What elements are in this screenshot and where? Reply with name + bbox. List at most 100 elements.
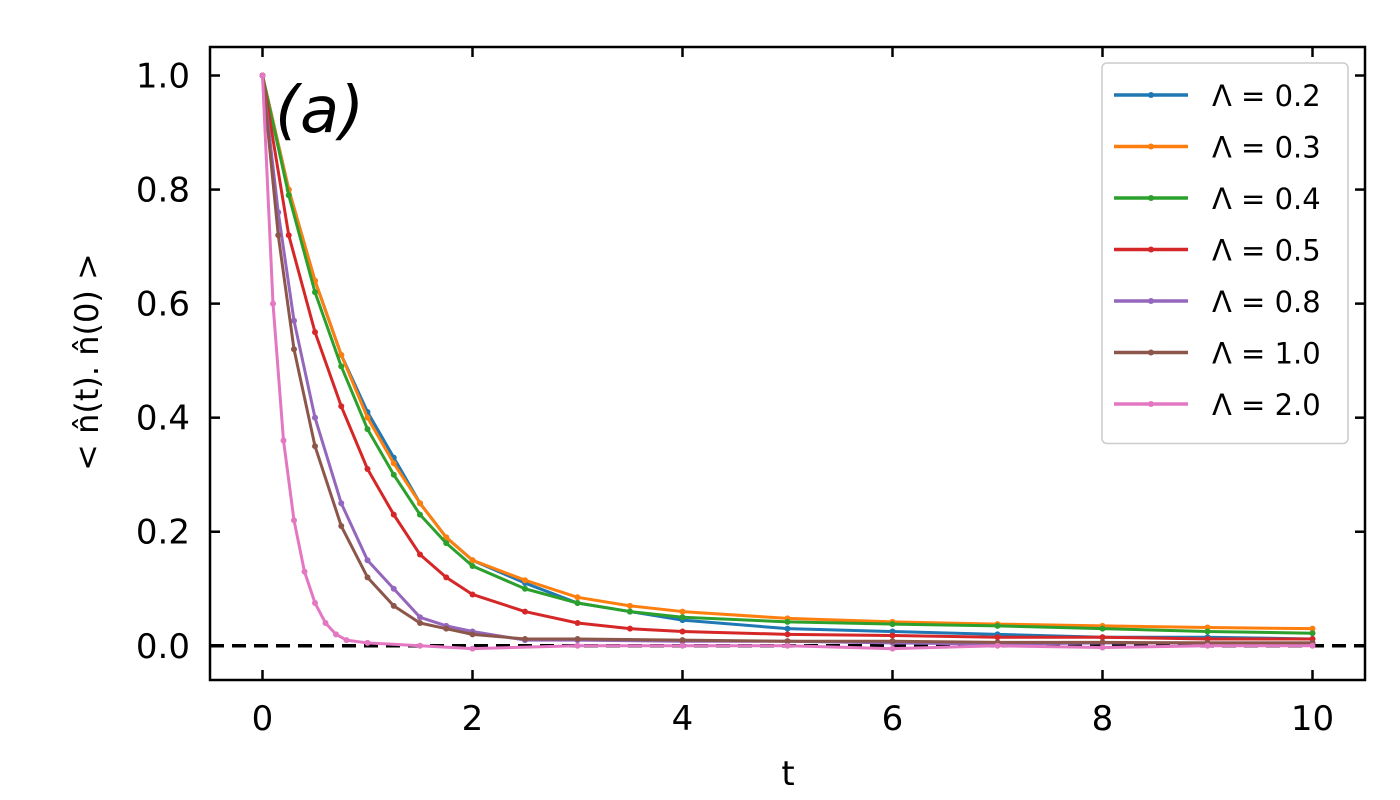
data-point [285, 192, 292, 199]
data-point [291, 317, 297, 324]
data-point [338, 500, 345, 507]
data-point [312, 414, 318, 421]
data-point [574, 594, 581, 601]
y-tick-label: 0.0 [136, 627, 190, 667]
legend-box [1101, 62, 1349, 445]
y-tick-label: 0.8 [136, 171, 190, 211]
data-point [270, 300, 276, 307]
x-axis-label: t [781, 754, 794, 794]
legend-label: Λ = 0.4 [1212, 182, 1321, 216]
y-tick-label: 0.4 [136, 399, 190, 439]
data-point [1204, 642, 1211, 649]
data-point [522, 635, 528, 642]
data-point [312, 329, 318, 336]
legend-marker [1148, 195, 1154, 201]
series-6 [259, 72, 1316, 652]
y-axis-label: < n̂(t). n̂(0) > [68, 253, 106, 471]
data-point [469, 631, 476, 638]
data-point [469, 645, 476, 652]
data-point [390, 460, 397, 467]
data-point [443, 540, 450, 547]
data-point [469, 557, 476, 564]
data-point [679, 642, 686, 649]
data-point [784, 625, 791, 632]
data-point [443, 534, 450, 541]
data-point [574, 635, 581, 642]
data-point [364, 426, 371, 433]
data-point [994, 634, 1001, 641]
data-point [291, 346, 297, 353]
data-point [784, 642, 791, 649]
data-point [522, 608, 528, 615]
data-point [417, 500, 423, 507]
data-point [627, 602, 633, 609]
data-point [889, 645, 896, 652]
data-point [627, 625, 633, 632]
data-point [443, 625, 450, 632]
data-point [1099, 639, 1106, 646]
data-point [1309, 625, 1316, 632]
data-point [889, 632, 896, 639]
legend-label: Λ = 2.0 [1212, 388, 1321, 422]
data-point [1099, 634, 1106, 641]
data-point [627, 608, 633, 615]
data-point [390, 471, 397, 478]
legend-marker [1148, 298, 1154, 304]
legend-marker [1148, 143, 1154, 150]
x-tick-label: 8 [1092, 699, 1114, 739]
series-layer [259, 72, 1316, 652]
data-point [469, 562, 476, 569]
data-point [364, 574, 371, 581]
data-point [312, 289, 318, 296]
data-point [469, 591, 476, 598]
plot-frame [208, 45, 1367, 682]
data-point [679, 608, 686, 615]
data-point [417, 619, 423, 626]
panel-label: (a) [275, 74, 364, 148]
data-point [312, 443, 318, 450]
data-point [390, 602, 397, 609]
data-point [574, 642, 581, 649]
legend-label: Λ = 0.8 [1212, 285, 1321, 319]
data-point [679, 614, 686, 621]
data-point [1204, 628, 1211, 635]
data-point [994, 622, 1001, 629]
data-point [390, 511, 397, 518]
data-point [443, 574, 450, 581]
legend-label: Λ = 0.3 [1212, 131, 1321, 165]
data-point [322, 619, 329, 626]
data-point [291, 517, 297, 524]
legend: Λ = 0.2 Λ = 0.3 Λ = 0.4 Λ = 0.5 Λ = 0.8 Λ = 1… [1101, 62, 1349, 445]
data-point [338, 351, 345, 358]
x-tick-label: 6 [882, 699, 904, 739]
x-tick-label: 0 [252, 699, 274, 739]
x-tick-label: 4 [672, 699, 694, 739]
data-point [338, 523, 345, 530]
data-point [889, 621, 896, 628]
data-point [417, 642, 423, 649]
data-point [364, 466, 371, 472]
data-point [333, 631, 339, 638]
data-point [784, 631, 791, 638]
ticks-layer: 0 2 4 6 8 10 0.0 0.2 0.4 0.6 0.8 1.0 [136, 47, 1365, 739]
data-point [784, 618, 791, 625]
data-point [343, 637, 350, 644]
x-tick-label: 2 [462, 699, 484, 739]
x-tick-label: 10 [1291, 699, 1334, 739]
data-point [417, 614, 423, 621]
series-line [261, 75, 1313, 651]
data-point [364, 414, 371, 421]
y-tick-label: 1.0 [136, 57, 190, 97]
data-point [1099, 644, 1106, 651]
data-point [522, 577, 528, 584]
y-tick-label: 0.6 [136, 285, 190, 325]
data-point [679, 637, 686, 644]
data-point [301, 568, 308, 575]
data-point [574, 600, 581, 607]
legend-marker [1148, 92, 1154, 98]
legend-marker [1148, 401, 1154, 407]
data-point [994, 642, 1001, 649]
legend-marker [1148, 349, 1154, 356]
data-point [259, 72, 266, 79]
